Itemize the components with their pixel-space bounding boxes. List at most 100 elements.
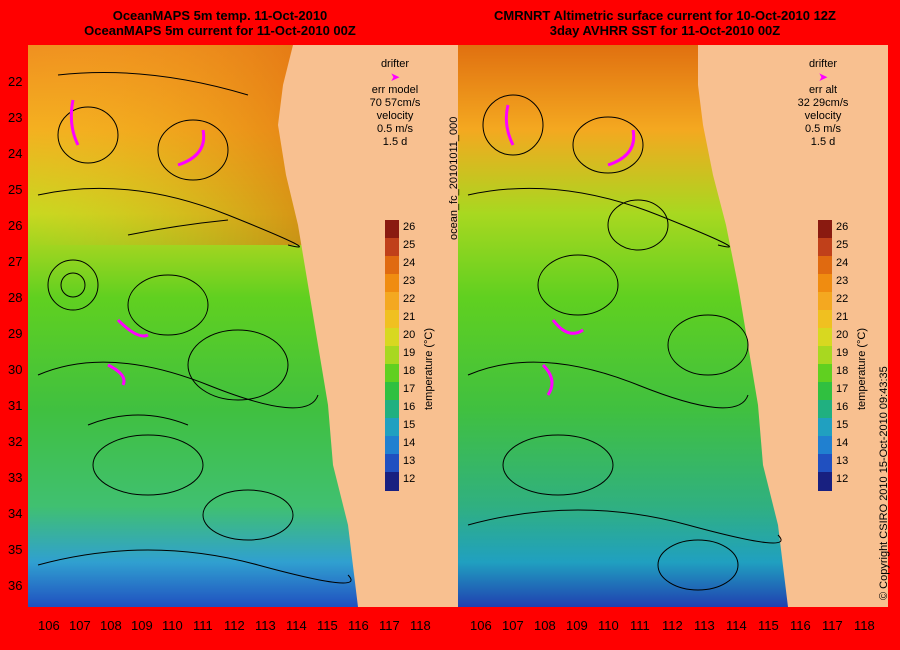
current-streamlines [37,72,352,584]
drifter-tracks [69,99,206,386]
lon-label: 114 [726,618,747,633]
colorbar-segment [818,418,832,437]
current-streamlines [467,94,782,591]
colorbar-tick-label: 21 [836,311,849,323]
file-label: ocean_fc_20101011_000 [448,116,460,240]
drifter-arrow-icon: ➤ [389,70,401,84]
lat-label: 29 [8,326,23,341]
legend-err-label: err model [371,84,419,96]
lon-label: 116 [790,618,811,633]
colorbar-segment [818,472,832,491]
colorbar-segment [818,436,832,455]
lat-label: 34 [8,506,23,521]
legend-err-value: 32 29cm/s [797,97,849,109]
lat-label: 26 [8,218,23,233]
colorbar-title: temperature (°C) [856,327,868,410]
lon-label: 114 [286,618,307,633]
colorbar-segment [385,238,399,257]
right-title-line1: CMRNRT Altimetric surface current for 10… [494,8,836,23]
legend-drifter: drifter [808,58,838,70]
colorbar-segment [385,292,399,311]
colorbar-tick-label: 22 [403,293,416,305]
lon-label: 108 [534,618,556,633]
land-mass [698,45,888,607]
colorbar-segment [385,274,399,293]
lon-label: 112 [224,618,245,633]
colorbar-tick-label: 23 [403,275,416,287]
legend-drifter: drifter [380,58,410,70]
left-legend: drifter ➤ err model 70 57cm/s velocity 0… [360,58,430,149]
land-mass [278,45,458,607]
lon-label: 115 [758,618,779,633]
colorbar-segment [385,364,399,383]
colorbar-segment [385,454,399,473]
colorbar-tick-label: 16 [403,401,416,413]
lon-label: 109 [131,618,153,633]
colorbar-tick-label: 24 [836,257,849,269]
left-colorbar: 26 25 24 23 22 21 20 19 18 17 16 15 14 13 12 temperatur… [385,220,445,491]
lat-label: 36 [8,578,23,593]
lat-label: 25 [8,182,23,197]
colorbar-tick-label: 26 [836,221,849,233]
lat-label: 24 [8,146,23,161]
lon-label: 113 [255,618,276,633]
colorbar-segment [385,472,399,491]
lat-label: 30 [8,362,23,377]
colorbar-tick-label: 18 [403,365,416,377]
colorbar-segment [818,364,832,383]
lat-label: 22 [8,74,23,89]
colorbar-segment [818,328,832,347]
drifter-tracks [504,104,636,396]
colorbar-tick-label: 24 [403,257,416,269]
lon-label: 108 [100,618,122,633]
lon-label: 117 [822,618,843,633]
colorbar-tick-label: 15 [403,419,416,431]
legend-err-value: 70 57cm/s [369,97,421,109]
colorbar-segment [818,274,832,293]
colorbar-segment [818,292,832,311]
legend-velocity: velocity [804,110,842,122]
right-title-line2: 3day AVHRR SST for 11-Oct-2010 00Z [549,23,781,38]
colorbar-tick-label: 13 [403,455,416,467]
right-map-panel [458,45,888,607]
lat-label: 23 [8,110,23,125]
colorbar-segment [385,382,399,401]
lon-label: 107 [69,618,91,633]
lon-label: 113 [694,618,715,633]
colorbar-segment [818,256,832,275]
right-title: CMRNRT Altimetric surface current for 10… [455,8,875,38]
lon-label: 115 [317,618,338,633]
right-colorbar: 26 25 24 23 22 21 20 19 18 17 16 15 14 13 12 temperatur… [818,220,878,491]
legend-velocity: velocity [376,110,414,122]
lon-label: 107 [502,618,524,633]
lon-label: 106 [470,618,492,633]
legend-err-label: err alt [808,84,838,96]
lon-label: 110 [162,618,183,633]
colorbar-tick-label: 26 [403,221,416,233]
colorbar-segment [385,220,399,239]
colorbar-segment [385,310,399,329]
colorbar-segment [818,310,832,329]
legend-duration: 1.5 d [810,136,836,148]
colorbar-tick-label: 13 [836,455,849,467]
colorbar-tick-label: 14 [836,437,849,449]
lon-label: 116 [348,618,369,633]
colorbar-segment [385,436,399,455]
right-map-svg [458,45,888,607]
legend-speed: 0.5 m/s [376,123,414,135]
colorbar-tick-label: 20 [403,329,416,341]
colorbar-segment [385,418,399,437]
lat-label: 35 [8,542,23,557]
lat-label: 32 [8,434,23,449]
colorbar-tick-label: 15 [836,419,849,431]
lat-label: 33 [8,470,23,485]
colorbar-tick-label: 22 [836,293,849,305]
colorbar-segment [818,454,832,473]
colorbar-tick-label: 12 [403,473,416,485]
colorbar-tick-label: 20 [836,329,849,341]
legend-duration: 1.5 d [382,136,408,148]
colorbar-tick-label: 25 [403,239,416,251]
copyright: © Copyright CSIRO 2010 15-Oct-2010 09:43… [878,366,890,600]
right-legend: drifter ➤ err alt 32 29cm/s velocity 0.5… [788,58,858,149]
lat-label: 28 [8,290,23,305]
